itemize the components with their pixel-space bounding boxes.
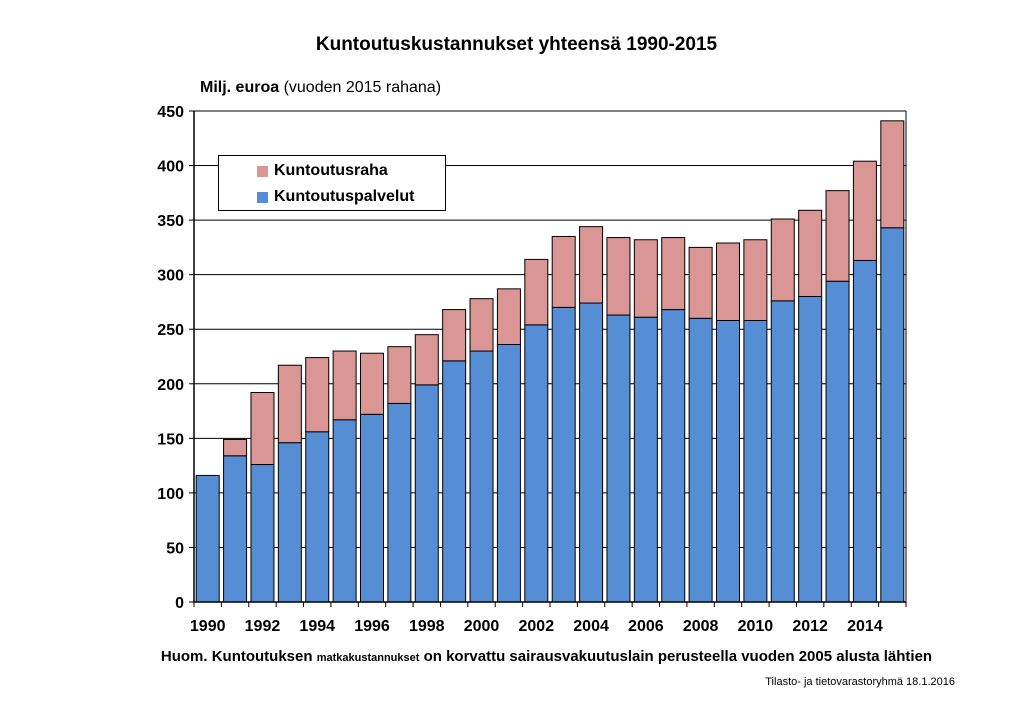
bar-kuntoutusraha-2005 [606, 237, 631, 316]
x-tick-label-1994: 1994 [299, 618, 335, 635]
bar-kuntoutusraha-2001 [496, 288, 521, 345]
bar-kuntoutuspalvelut-1996 [359, 413, 385, 603]
y-tick-label-350: 350 [157, 213, 184, 230]
bar-kuntoutuspalvelut-2011 [770, 300, 795, 603]
bar-kuntoutusraha-2002 [524, 258, 549, 326]
bar-kuntoutuspalvelut-2001 [496, 343, 521, 603]
bar-kuntoutuspalvelut-1992 [250, 464, 275, 603]
bar-kuntoutuspalvelut-2006 [633, 316, 658, 603]
footnote-part2: matkakustannukset [316, 652, 420, 664]
bar-kuntoutuspalvelut-1990 [195, 474, 220, 603]
legend-swatch-kuntoutuspalvelut [257, 191, 268, 203]
y-axis-label-unit: Milj. euroa [200, 79, 280, 96]
bar-kuntoutuspalvelut-2000 [469, 350, 494, 603]
bar-kuntoutusraha-2009 [715, 242, 741, 321]
y-tick-label-150: 150 [157, 431, 184, 448]
x-tick-labels: 1990 1992 1994 1996 1998 2000 2002 2004 2006 2008… [190, 618, 883, 635]
bar-kuntoutusraha-1999 [442, 309, 467, 362]
x-tick-label-2014: 2014 [847, 618, 883, 635]
bar-series [195, 120, 905, 603]
footnote-part3: on korvattu sairausvakuutuslain perustee… [423, 648, 933, 665]
bar-kuntoutusraha-2012 [798, 209, 823, 297]
bar-kuntoutusraha-1992 [250, 392, 275, 466]
bar-kuntoutuspalvelut-2009 [715, 319, 741, 603]
footnote-part1: Huom. Kuntoutuksen [160, 648, 313, 665]
bar-kuntoutusraha-1995 [332, 350, 357, 421]
legend-label-kuntoutusraha: Kuntoutusraha [274, 162, 388, 179]
x-tick-label-2004: 2004 [573, 618, 609, 635]
bar-kuntoutuspalvelut-1991 [223, 455, 248, 603]
chart-title: Kuntoutuskustannukset yhteensä 1990-2015 [315, 34, 718, 55]
bar-kuntoutusraha-1996 [359, 352, 385, 415]
axes [189, 110, 907, 607]
bar-kuntoutusraha-2010 [743, 239, 768, 321]
y-tick-label-400: 400 [157, 159, 184, 176]
bar-kuntoutusraha-1998 [414, 334, 439, 386]
y-axis-label-note: (vuoden 2015 rahana) [283, 79, 442, 96]
bar-kuntoutusraha-2013 [825, 190, 850, 282]
bar-kuntoutuspalvelut-2002 [524, 324, 549, 603]
bar-kuntoutusraha-2008 [688, 246, 713, 319]
bar-kuntoutuspalvelut-1993 [277, 442, 302, 603]
bar-kuntoutusraha-2014 [852, 160, 877, 261]
x-tick-label-1990: 1990 [190, 618, 226, 635]
bar-kuntoutuspalvelut-1995 [332, 419, 357, 603]
bar-kuntoutusraha-2015 [880, 120, 905, 229]
legend: Kuntoutusraha Kuntoutuspalvelut [218, 155, 446, 211]
x-tick-label-2006: 2006 [628, 618, 664, 635]
bar-kuntoutuspalvelut-2007 [661, 309, 686, 603]
bar-kuntoutusraha-1994 [305, 357, 330, 433]
y-tick-label-100: 100 [157, 486, 184, 503]
legend-swatch-kuntoutusraha [257, 165, 268, 177]
bar-kuntoutuspalvelut-2012 [798, 295, 823, 603]
bar-kuntoutusraha-1991 [223, 438, 248, 457]
x-tick-label-1992: 1992 [245, 618, 281, 635]
x-tick-label-1998: 1998 [409, 618, 445, 635]
y-tick-label-200: 200 [157, 377, 184, 394]
x-tick-label-1996: 1996 [354, 618, 390, 635]
x-tick-label-2012: 2012 [792, 618, 828, 635]
bar-kuntoutusraha-1997 [387, 346, 412, 404]
y-tick-label-450: 450 [157, 104, 184, 121]
x-tick-label-2002: 2002 [519, 618, 555, 635]
x-tick-label-2010: 2010 [738, 618, 774, 635]
y-tick-label-0: 0 [175, 595, 184, 612]
bar-kuntoutuspalvelut-2014 [852, 259, 877, 603]
legend-label-kuntoutuspalvelut: Kuntoutuspalvelut [274, 188, 415, 205]
bar-kuntoutusraha-2006 [633, 239, 658, 318]
bar-kuntoutuspalvelut-2005 [606, 314, 631, 603]
bar-kuntoutuspalvelut-1997 [387, 402, 412, 603]
legend-item-kuntoutusraha: Kuntoutusraha [257, 161, 388, 181]
bar-kuntoutuspalvelut-1999 [442, 360, 467, 603]
bar-kuntoutuspalvelut-1998 [414, 384, 439, 603]
bar-kuntoutuspalvelut-2015 [880, 227, 905, 603]
bar-kuntoutusraha-2000 [469, 298, 494, 352]
bar-kuntoutuspalvelut-2010 [743, 319, 768, 603]
source-credit: Tilasto- ja tietovarastoryhmä 18.1.2016 [765, 676, 955, 688]
y-tick-labels: 0 50 100 150 200 250 300 350 400 450 [157, 104, 184, 612]
y-axis-label: Milj. euroa (vuoden 2015 rahana) [200, 79, 441, 97]
legend-item-kuntoutuspalvelut: Kuntoutuspalvelut [257, 187, 414, 207]
bar-kuntoutuspalvelut-2003 [551, 306, 576, 603]
bar-kuntoutusraha-2007 [661, 237, 686, 311]
footnote: Huom. Kuntoutuksen matkakustannukset on … [0, 648, 1033, 665]
bar-kuntoutusraha-2004 [579, 226, 604, 304]
bar-kuntoutuspalvelut-1994 [305, 431, 330, 603]
y-tick-label-250: 250 [157, 322, 184, 339]
bar-kuntoutuspalvelut-2008 [688, 317, 713, 603]
bar-kuntoutuspalvelut-2004 [579, 302, 604, 603]
bar-kuntoutuspalvelut-2013 [825, 280, 850, 603]
x-tick-label-2000: 2000 [464, 618, 500, 635]
bar-kuntoutusraha-1993 [277, 364, 302, 444]
y-tick-label-300: 300 [157, 268, 184, 285]
bar-kuntoutusraha-2003 [551, 235, 576, 308]
bar-kuntoutusraha-2011 [770, 218, 795, 302]
x-tick-label-2008: 2008 [683, 618, 719, 635]
y-tick-label-50: 50 [166, 540, 184, 557]
